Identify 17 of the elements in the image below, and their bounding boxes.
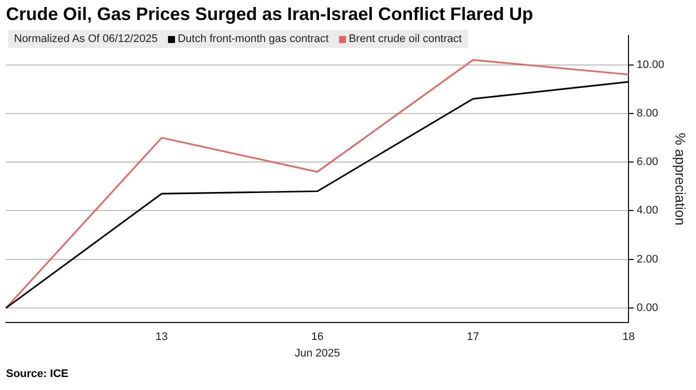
x-axis-title: Jun 2025	[294, 347, 340, 360]
chart-title: Crude Oil, Gas Prices Surged as Iran-Israel Conflict Flared Up	[6, 4, 534, 25]
x-tick-label: 17	[466, 331, 480, 344]
legend-label: Dutch front-month gas contract	[178, 33, 329, 45]
y-tick-label: 10.00	[636, 58, 664, 71]
y-axis-title: % appreciation	[672, 132, 689, 226]
x-tick-label: 18	[622, 331, 635, 344]
y-tick-label: 2.00	[636, 253, 658, 266]
y-tick-label: 4.00	[636, 204, 658, 217]
y-tick-label: 0.00	[636, 302, 658, 314]
legend-title: Normalized As Of 06/12/2025	[14, 33, 158, 45]
x-tick-label: 16	[311, 331, 324, 344]
legend-label: Brent crude oil contract	[348, 33, 462, 45]
source-note: Source: ICE	[6, 368, 68, 380]
x-tick-label: 13	[156, 331, 168, 344]
y-tick-label: 8.00	[636, 107, 658, 120]
y-tick-label: 6.00	[636, 156, 658, 168]
